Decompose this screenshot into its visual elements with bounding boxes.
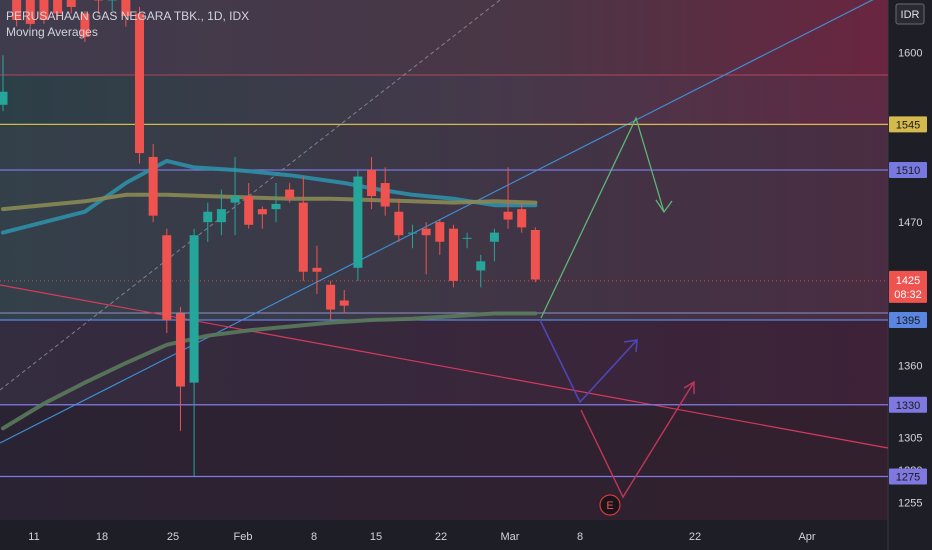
candle-body[interactable]: [367, 170, 377, 197]
price-tick-label: 1255: [898, 498, 922, 510]
candle-body[interactable]: [408, 232, 417, 234]
time-tick-label: Feb: [234, 531, 253, 543]
countdown-label: 08:32: [894, 289, 922, 301]
candle-body[interactable]: [0, 91, 8, 105]
level-tag[interactable]: [889, 162, 927, 178]
time-tick-label: 18: [96, 531, 108, 543]
candle-body[interactable]: [175, 313, 185, 387]
moving-average-1: [1, 158, 538, 235]
time-tick-label: 22: [435, 531, 447, 543]
currency-label: IDR: [901, 9, 920, 21]
level-tag-label: 1545: [896, 119, 920, 131]
currency-badge[interactable]: [895, 3, 925, 25]
candle-body[interactable]: [503, 211, 513, 220]
candle-body[interactable]: [435, 222, 445, 242]
candle-body[interactable]: [530, 230, 540, 280]
price-tick-label: 1360: [898, 361, 922, 373]
candle-body[interactable]: [394, 211, 404, 236]
time-tick-label: 11: [28, 531, 39, 543]
descending-trendline: [0, 284, 889, 449]
zone-top: [0, 0, 888, 75]
chart-title[interactable]: PERUSAHAAN GAS NEGARA TBK., 1D, IDX: [6, 9, 250, 23]
ascending-trendline: [0, 0, 874, 444]
projection-path-green: [540, 116, 665, 319]
time-tick-label: 8: [311, 531, 317, 543]
projection-path-red: [580, 381, 695, 499]
time-axis-background: [0, 520, 932, 550]
level-tag[interactable]: [889, 116, 927, 133]
candle-body[interactable]: [271, 203, 281, 210]
price-tick-label: 1470: [898, 217, 922, 229]
earnings-marker[interactable]: [599, 494, 621, 516]
time-tick-label: Mar: [501, 531, 520, 543]
time-tick-label: 25: [167, 531, 179, 543]
projection-arrow-red: [683, 380, 695, 394]
zone-lower: [0, 320, 888, 406]
level-tag[interactable]: [889, 312, 927, 328]
candle-body[interactable]: [489, 232, 499, 242]
zone-resistance-band: [0, 75, 888, 126]
candle-body[interactable]: [230, 196, 240, 203]
price-tick-label: 1305: [898, 432, 922, 444]
candle-body[interactable]: [312, 267, 322, 272]
candle-body[interactable]: [53, 0, 63, 14]
candle-body[interactable]: [66, 0, 76, 7]
time-tick-label: Apr: [798, 531, 815, 543]
candle-body[interactable]: [462, 237, 472, 239]
candle-body[interactable]: [148, 156, 158, 216]
time-tick-label: 22: [689, 531, 701, 543]
candle-body[interactable]: [135, 13, 144, 154]
dashed-parallel-line: [0, 0, 501, 391]
candle-body[interactable]: [12, 0, 22, 20]
candle-body[interactable]: [189, 235, 199, 383]
price-axis-background: [888, 0, 932, 520]
candle-body[interactable]: [25, 0, 35, 24]
candle-body[interactable]: [476, 261, 486, 271]
level-tag-label: 1510: [896, 165, 920, 177]
candle-body[interactable]: [216, 209, 226, 223]
time-tick-label: 8: [577, 531, 583, 543]
level-tag-label: 1330: [896, 400, 920, 412]
level-tag-label: 1275: [896, 472, 920, 484]
last-price-tag[interactable]: [889, 270, 927, 303]
price-tick-label: 1600: [898, 48, 922, 60]
last-price-label: 1425: [896, 275, 920, 287]
zone-bottom: [0, 406, 888, 520]
chart-legend: PERUSAHAAN GAS NEGARA TBK., 1D, IDX Movi…: [6, 8, 249, 40]
level-tag-label: 1395: [896, 315, 920, 327]
candle-body[interactable]: [380, 183, 390, 207]
candle-body[interactable]: [326, 284, 336, 310]
candle-body[interactable]: [162, 235, 172, 320]
indicator-label[interactable]: Moving Averages: [6, 25, 98, 39]
candle-body[interactable]: [244, 196, 254, 225]
projection-arrow-green: [655, 199, 673, 214]
projection-arrow-blue: [623, 339, 638, 353]
candle-body[interactable]: [353, 176, 363, 268]
candle-body[interactable]: [298, 202, 308, 272]
time-tick-label: 15: [370, 531, 382, 543]
projection-path-blue: [539, 319, 638, 404]
candle-body[interactable]: [339, 300, 349, 306]
candle-body[interactable]: [421, 228, 431, 236]
candle-body[interactable]: [285, 189, 295, 199]
candle-body[interactable]: [203, 211, 213, 223]
candle-body[interactable]: [517, 209, 527, 228]
moving-average-3: [1, 311, 538, 431]
level-tag[interactable]: [889, 396, 927, 413]
candle-body[interactable]: [121, 0, 131, 17]
candle-body[interactable]: [257, 209, 267, 215]
candle-body[interactable]: [39, 0, 49, 20]
level-tag[interactable]: [889, 468, 927, 485]
earnings-marker-label: E: [606, 500, 613, 512]
candle-body[interactable]: [448, 228, 458, 281]
candle-body[interactable]: [80, 13, 90, 37]
